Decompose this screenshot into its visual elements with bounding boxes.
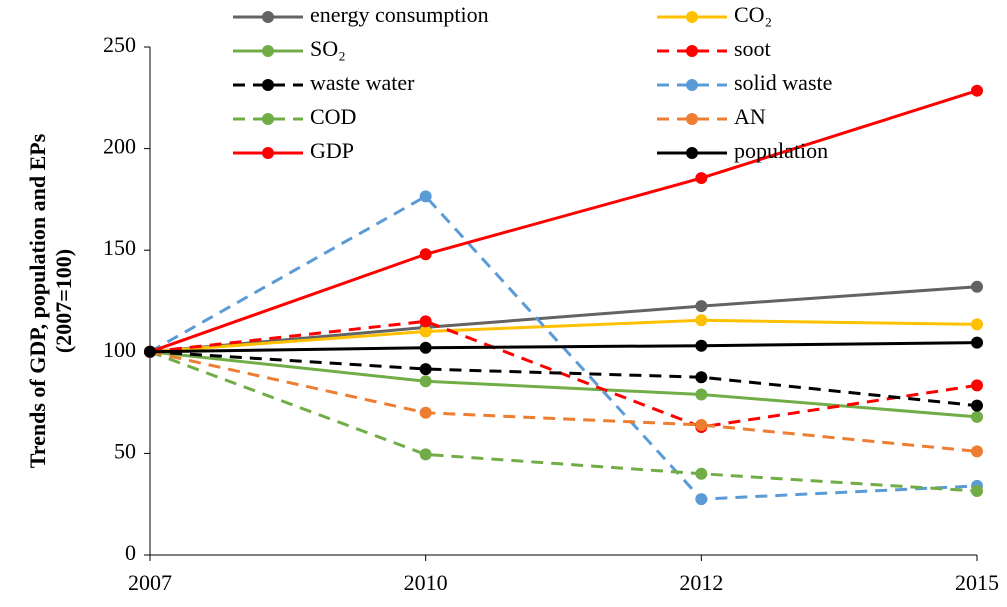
series-line bbox=[149, 350, 978, 453]
data-point bbox=[695, 371, 708, 384]
data-point bbox=[419, 341, 432, 354]
data-point bbox=[695, 467, 708, 480]
y-tick-label: 100 bbox=[103, 337, 136, 362]
series-line bbox=[149, 350, 978, 493]
legend-label: waste water bbox=[310, 70, 415, 95]
data-point bbox=[971, 379, 983, 392]
legend-label: energy consumption bbox=[310, 2, 489, 27]
legend-marker bbox=[686, 45, 698, 57]
data-point bbox=[971, 318, 983, 331]
series bbox=[144, 336, 983, 358]
y-axis-title-line: Trends of GDP, population and EPs bbox=[25, 133, 50, 468]
legend-marker bbox=[262, 113, 274, 125]
legend-marker bbox=[686, 147, 698, 159]
series bbox=[144, 345, 983, 458]
data-point bbox=[971, 410, 983, 423]
series bbox=[144, 345, 983, 497]
legend-label: COD bbox=[310, 104, 356, 129]
data-point bbox=[971, 399, 983, 412]
data-point bbox=[419, 315, 432, 328]
legend-marker bbox=[686, 11, 698, 23]
y-tick-label: 50 bbox=[114, 438, 136, 463]
legend-marker bbox=[686, 79, 698, 91]
data-point bbox=[419, 363, 432, 376]
data-point bbox=[971, 84, 983, 97]
legend-label: solid waste bbox=[734, 70, 832, 95]
series-line bbox=[149, 319, 978, 429]
x-tick-label: 2010 bbox=[404, 570, 448, 595]
data-point bbox=[695, 388, 708, 401]
legend-marker bbox=[686, 113, 698, 125]
data-point bbox=[419, 448, 432, 461]
series-line bbox=[149, 341, 978, 354]
y-tick-label: 0 bbox=[125, 540, 136, 565]
y-tick-label: 200 bbox=[103, 134, 136, 159]
series-line bbox=[149, 350, 978, 419]
y-tick-label: 250 bbox=[103, 32, 136, 57]
legend-marker bbox=[262, 45, 274, 57]
data-point bbox=[695, 172, 708, 185]
data-point bbox=[419, 406, 432, 419]
legend-label: GDP bbox=[310, 138, 354, 163]
x-tick-label: 2012 bbox=[679, 570, 723, 595]
series-line bbox=[149, 318, 978, 354]
data-point bbox=[971, 336, 983, 349]
y-axis-title-line: (2007=100) bbox=[51, 249, 76, 353]
y-tick-label: 150 bbox=[103, 235, 136, 260]
legend-label: soot bbox=[734, 36, 771, 61]
data-point bbox=[971, 445, 983, 458]
legend-label: SO₂ bbox=[310, 36, 346, 61]
series bbox=[144, 315, 983, 433]
data-point bbox=[695, 339, 708, 352]
data-point bbox=[144, 345, 156, 358]
legend-label: AN bbox=[734, 104, 766, 129]
data-point bbox=[695, 418, 708, 431]
data-point bbox=[971, 484, 983, 497]
data-point bbox=[695, 300, 708, 313]
data-point bbox=[419, 248, 432, 261]
data-point bbox=[419, 325, 432, 338]
legend-label: population bbox=[734, 138, 828, 163]
data-point bbox=[419, 190, 432, 203]
x-tick-label: 2007 bbox=[128, 570, 172, 595]
y-axis-title: Trends of GDP, population and EPs (2007=… bbox=[25, 133, 76, 468]
data-point bbox=[695, 493, 708, 506]
data-point bbox=[695, 314, 708, 327]
legend-marker bbox=[262, 79, 274, 91]
data-point bbox=[971, 280, 983, 293]
legend-label: CO₂ bbox=[734, 2, 772, 27]
data-point bbox=[419, 375, 432, 388]
series-line bbox=[149, 350, 978, 408]
legend-marker bbox=[262, 147, 274, 159]
series-line bbox=[149, 89, 978, 354]
legend-marker bbox=[262, 11, 274, 23]
series-line bbox=[149, 285, 978, 354]
series bbox=[144, 345, 983, 423]
x-tick-label: 2015 bbox=[955, 570, 999, 595]
